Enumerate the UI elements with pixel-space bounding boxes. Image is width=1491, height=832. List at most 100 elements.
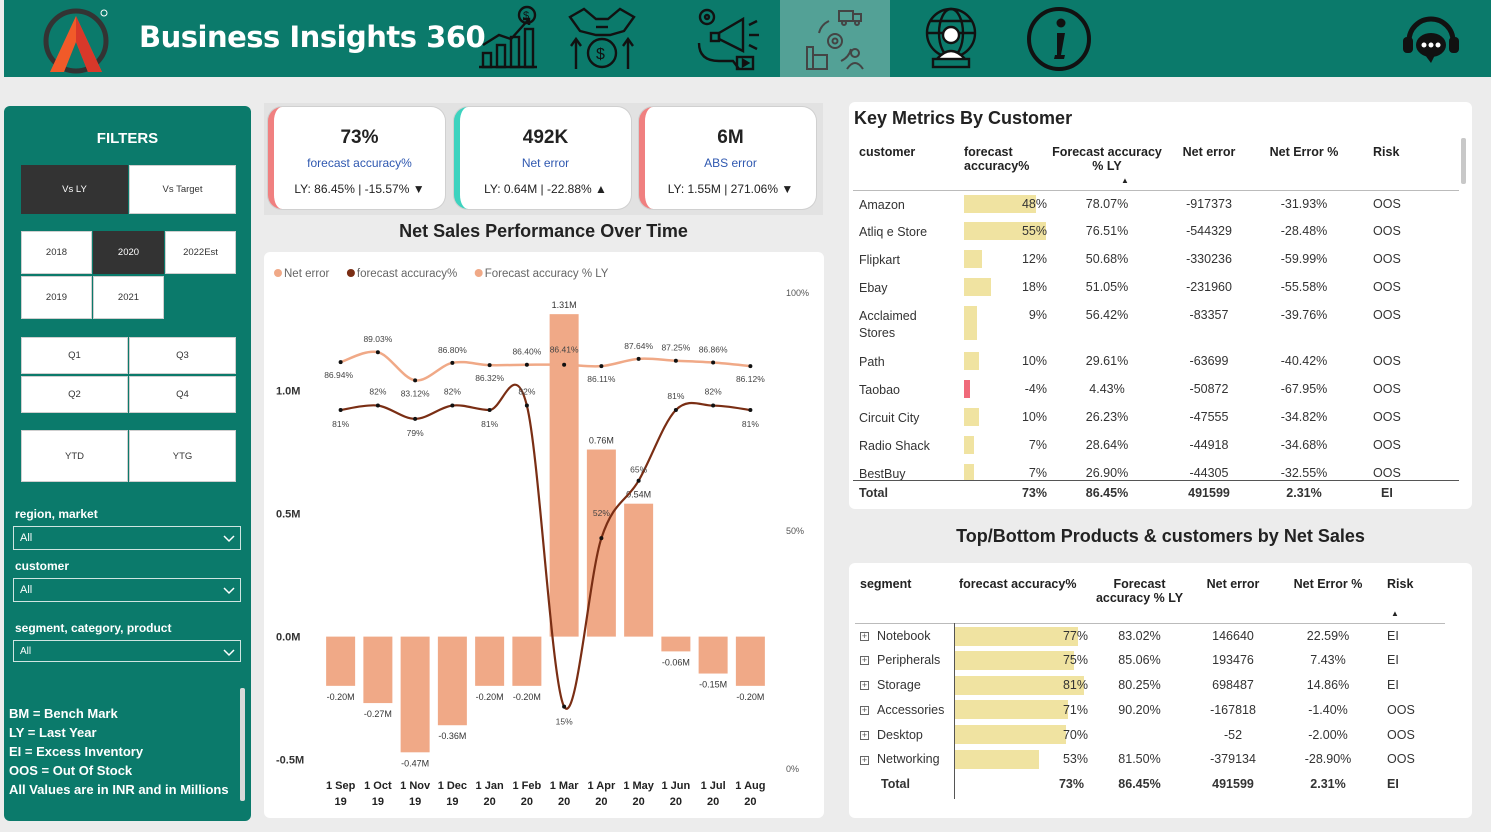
col-risk[interactable]: Risk ▲ bbox=[1387, 577, 1414, 618]
table-row[interactable]: Acclaimed Stores 9% 56.42% -83357 -39.76% OOS bbox=[853, 302, 1459, 348]
ly-value: 76.51% bbox=[1085, 224, 1129, 238]
total-ly: 86.45% bbox=[1051, 480, 1163, 505]
col-forecast-accuracy-ly[interactable]: Forecast accuracy % LY bbox=[1095, 577, 1184, 605]
expand-icon[interactable]: + bbox=[860, 680, 869, 691]
ytg-button[interactable]: YTG bbox=[129, 430, 236, 482]
expand-icon[interactable]: + bbox=[860, 655, 869, 666]
x-axis-tick-bottom: 20 bbox=[558, 796, 570, 808]
fa-value: 77% bbox=[1062, 628, 1088, 643]
total-ly: 86.45% bbox=[1118, 777, 1161, 792]
table-row[interactable]: Radio Shack 7% 28.64% -44918 -34.68% OOS bbox=[853, 432, 1459, 460]
year-2021-button[interactable]: 2021 bbox=[93, 276, 164, 319]
support-chat-button[interactable] bbox=[1376, 0, 1486, 77]
quarter-q1-button[interactable]: Q1 bbox=[21, 337, 128, 374]
quarter-q2-button[interactable]: Q2 bbox=[21, 376, 128, 413]
year-2018-button[interactable]: 2018 bbox=[21, 231, 92, 274]
note-oos: OOS = Out Of Stock bbox=[9, 763, 133, 778]
ly-point bbox=[636, 356, 641, 361]
bar-data-label: -0.27M bbox=[364, 709, 392, 719]
net-error-value: -83357 bbox=[1189, 308, 1229, 322]
quarter-q3-button[interactable]: Q3 bbox=[129, 337, 236, 374]
col-net-error-pct[interactable]: Net Error % bbox=[1269, 145, 1339, 159]
fa-point bbox=[748, 407, 753, 412]
table-row[interactable]: + Networking 53% 81.50% -379134 -28.90% OOS bbox=[855, 747, 1445, 772]
nav-sales-view[interactable]: $ bbox=[547, 0, 657, 77]
segment-name: Peripherals bbox=[877, 653, 941, 668]
vs-ly-button[interactable]: Vs LY bbox=[21, 165, 128, 214]
net-error-bar bbox=[400, 636, 430, 753]
year-2020-button[interactable]: 2020 bbox=[93, 231, 164, 274]
col-risk[interactable]: Risk bbox=[1373, 145, 1400, 159]
col-net-error[interactable]: Net error bbox=[1206, 577, 1260, 591]
nav-executive-view[interactable] bbox=[896, 0, 1006, 77]
table-row[interactable]: + Desktop 70% -52 -2.00% OOS bbox=[855, 722, 1445, 747]
fa-value: 75% bbox=[1062, 653, 1088, 668]
nav-info[interactable] bbox=[1004, 0, 1114, 77]
table-row[interactable]: Circuit City 10% 26.23% -47555 -34.82% OOS bbox=[853, 404, 1459, 432]
nav-supply-chain-view[interactable] bbox=[780, 0, 890, 77]
x-axis-tick-top: 1 Jul bbox=[701, 780, 726, 792]
col-forecast-accuracy[interactable]: forecast accuracy% bbox=[964, 145, 1030, 173]
table-row[interactable]: Flipkart 12% 50.68% -330236 -59.99% OOS bbox=[853, 246, 1459, 274]
bar-data-label: -0.20M bbox=[513, 692, 541, 702]
bar-data-label: -0.15M bbox=[699, 680, 727, 690]
table-row[interactable]: + Notebook 77% 83.02% 146640 22.59% EI bbox=[855, 623, 1445, 648]
expand-icon[interactable]: + bbox=[860, 754, 869, 765]
table-row[interactable]: + Storage 81% 80.25% 698487 14.86% EI bbox=[855, 673, 1445, 698]
expand-icon[interactable]: + bbox=[860, 704, 869, 715]
fa-value: 71% bbox=[1062, 702, 1088, 717]
ly-value: 83.02% bbox=[1118, 628, 1161, 643]
nav-finance-view[interactable]: $ bbox=[452, 0, 562, 77]
table-row[interactable]: Amazon 48% 78.07% -917373 -31.93% OOS bbox=[853, 190, 1459, 218]
x-axis-tick-top: 1 Sep bbox=[326, 780, 356, 792]
vs-target-button[interactable]: Vs Target bbox=[129, 165, 236, 214]
net-error-value: -44305 bbox=[1189, 466, 1229, 480]
table-row[interactable]: Path 10% 29.61% -63699 -40.42% OOS bbox=[853, 348, 1459, 376]
net-error-bar bbox=[735, 636, 765, 686]
col-net-error[interactable]: Net error bbox=[1182, 145, 1236, 159]
total-nep: 2.31% bbox=[1310, 777, 1346, 792]
total-risk: EI bbox=[1387, 777, 1399, 792]
legend-label: Forecast accuracy % LY bbox=[485, 268, 609, 280]
kpi-strip: 73% forecast accuracy% LY: 86.45% | -15.… bbox=[264, 103, 823, 215]
table-row[interactable]: + Peripherals 75% 85.06% 193476 7.43% EI bbox=[855, 648, 1445, 673]
risk-value: OOS bbox=[1373, 466, 1401, 480]
year-2019-button[interactable]: 2019 bbox=[21, 276, 92, 319]
table-row[interactable]: + Accessories 71% 90.20% -167818 -1.40% OOS bbox=[855, 697, 1445, 722]
kpi-net-error[interactable]: 492K Net error LY: 0.64M | -22.88% ▲ bbox=[454, 107, 631, 209]
notes-scrollbar[interactable] bbox=[240, 688, 245, 801]
net-sales-combo-chart[interactable]: Net error forecast accuracy% Forecast accu… bbox=[264, 252, 824, 818]
fa-bar bbox=[964, 436, 975, 454]
fa-point bbox=[450, 403, 455, 408]
bar-data-label: 0.54M bbox=[626, 490, 651, 500]
expand-icon[interactable]: + bbox=[860, 630, 869, 641]
customer-table-scrollbar[interactable] bbox=[1461, 138, 1466, 184]
fa-point bbox=[711, 403, 716, 408]
table-row[interactable]: BestBuy 7% 26.90% -44305 -32.55% OOS bbox=[853, 460, 1459, 480]
col-forecast-accuracy-ly[interactable]: Forecast accuracy % LY ▲ bbox=[1052, 145, 1162, 185]
col-net-error-pct[interactable]: Net Error % bbox=[1293, 577, 1363, 591]
nav-marketing-view[interactable] bbox=[674, 0, 784, 77]
kpi-forecast-accuracy[interactable]: 73% forecast accuracy% LY: 86.45% | -15.… bbox=[268, 107, 445, 209]
expand-icon[interactable]: + bbox=[860, 729, 869, 740]
segment-dropdown[interactable]: All bbox=[13, 640, 241, 662]
forecast-accuracy-line bbox=[340, 383, 751, 710]
table-row[interactable]: Taobao -4% 4.43% -50872 -67.95% OOS bbox=[853, 376, 1459, 404]
net-error-pct-value: 7.43% bbox=[1310, 653, 1346, 668]
net-error-pct-value: -31.93% bbox=[1280, 196, 1328, 211]
year-2022est-button[interactable]: 2022Est bbox=[165, 231, 236, 274]
table-row[interactable]: Atliq e Store 55% 76.51% -544329 -28.48% OOS bbox=[853, 218, 1459, 246]
quarter-q4-button[interactable]: Q4 bbox=[129, 376, 236, 413]
table-row[interactable]: Ebay 18% 51.05% -231960 -55.58% OOS bbox=[853, 274, 1459, 302]
col-customer[interactable]: customer bbox=[859, 145, 916, 159]
col-segment[interactable]: segment bbox=[860, 577, 912, 591]
kpi-abs-error[interactable]: 6M ABS error LY: 1.55M | 271.06% ▼ bbox=[639, 107, 816, 209]
fa-bar bbox=[964, 352, 979, 370]
ytd-button[interactable]: YTD bbox=[21, 430, 128, 482]
ly-point bbox=[450, 360, 455, 365]
filters-panel: FILTERS Vs LY Vs Target 2018 2020 2022Es… bbox=[4, 106, 251, 821]
region-market-dropdown[interactable]: All bbox=[13, 526, 241, 550]
customer-dropdown[interactable]: All bbox=[13, 578, 241, 602]
ly-point bbox=[524, 362, 529, 367]
col-forecast-accuracy[interactable]: forecast accuracy% bbox=[959, 577, 1077, 591]
